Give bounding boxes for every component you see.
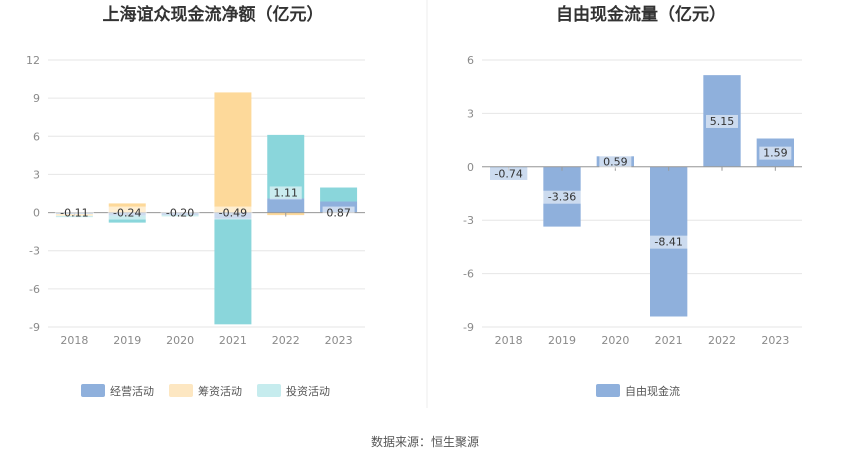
source-note: 数据来源：恒生聚源 bbox=[371, 434, 479, 449]
legend-label[interactable]: 自由现金流 bbox=[625, 384, 680, 398]
data-label-bg bbox=[54, 206, 94, 220]
x-tick-label: 2020 bbox=[601, 334, 629, 347]
data-label-bg bbox=[759, 146, 792, 160]
x-tick-label: 2018 bbox=[495, 334, 523, 347]
chart-free-cash-flow: 自由现金流量（亿元） 6 3 0 -3 -6 -9 2018 2019 2020 2021 2022 2… bbox=[463, 4, 802, 398]
data-label-bg bbox=[649, 235, 689, 249]
x-tick-label: 2020 bbox=[166, 334, 194, 347]
data-label: 0.59 bbox=[603, 156, 628, 169]
data-label: -3.36 bbox=[548, 191, 576, 204]
y-tick-label: 9 bbox=[33, 92, 40, 105]
data-label: 0.87 bbox=[326, 207, 351, 220]
chart-title: 上海谊众现金流净额（亿元） bbox=[103, 4, 324, 25]
y-tick-label: 6 bbox=[33, 130, 40, 143]
data-label-bg bbox=[107, 206, 147, 220]
x-tick-label: 2023 bbox=[761, 334, 789, 347]
data-label-bg bbox=[542, 190, 582, 204]
chart-title: 自由现金流量（亿元） bbox=[556, 4, 726, 25]
legend-label[interactable]: 经营活动 bbox=[110, 384, 154, 398]
bar-投资活动 bbox=[214, 218, 252, 325]
bar-筹资活动 bbox=[214, 92, 252, 213]
y-tick-label: -9 bbox=[29, 321, 40, 334]
y-tick-label: 0 bbox=[33, 207, 40, 220]
y-tick-label: -3 bbox=[463, 214, 474, 227]
y-tick-label: -6 bbox=[463, 268, 474, 281]
legend-label[interactable]: 筹资活动 bbox=[198, 384, 242, 398]
x-tick-label: 2022 bbox=[272, 334, 300, 347]
data-label: -0.24 bbox=[113, 207, 141, 220]
x-tick-label: 2021 bbox=[219, 334, 247, 347]
data-label: 1.11 bbox=[274, 186, 299, 199]
data-label: 1.59 bbox=[763, 147, 788, 160]
bar-投资活动 bbox=[320, 187, 358, 202]
data-label: -0.20 bbox=[166, 207, 194, 220]
legend-swatch[interactable] bbox=[596, 384, 620, 397]
legend-swatch[interactable] bbox=[257, 384, 281, 397]
y-tick-label: -3 bbox=[29, 245, 40, 258]
y-tick-label: -9 bbox=[463, 321, 474, 334]
y-tick-label: -6 bbox=[29, 283, 40, 296]
data-label-bg bbox=[160, 206, 200, 220]
chart-cash-flow-net: 上海谊众现金流净额（亿元） 12 9 6 3 0 -3 -6 -9 2018 2019 2020 202… bbox=[26, 4, 365, 398]
x-tick-label: 2023 bbox=[325, 334, 353, 347]
x-tick-label: 2019 bbox=[548, 334, 576, 347]
x-tick-label: 2022 bbox=[708, 334, 736, 347]
data-label-bg bbox=[599, 155, 632, 169]
x-tick-label: 2018 bbox=[60, 334, 88, 347]
data-label: 5.15 bbox=[710, 115, 735, 128]
legend-swatch[interactable] bbox=[169, 384, 193, 397]
x-tick-label: 2021 bbox=[655, 334, 683, 347]
x-tick-label: 2019 bbox=[113, 334, 141, 347]
data-label: -0.11 bbox=[60, 207, 88, 220]
y-tick-label: 0 bbox=[467, 161, 474, 174]
y-tick-label: 3 bbox=[467, 107, 474, 120]
y-tick-label: 6 bbox=[467, 54, 474, 67]
data-label-bg bbox=[213, 206, 253, 220]
legend-label[interactable]: 投资活动 bbox=[286, 384, 330, 398]
data-label: -8.41 bbox=[654, 236, 682, 249]
data-label: -0.74 bbox=[494, 167, 522, 180]
data-label: -0.49 bbox=[219, 207, 247, 220]
data-label-bg bbox=[322, 206, 355, 220]
data-label-bg bbox=[489, 167, 529, 181]
data-label-bg bbox=[269, 186, 302, 200]
data-label-bg bbox=[706, 114, 738, 128]
y-tick-label: 12 bbox=[26, 54, 40, 67]
bar-经营活动 bbox=[267, 198, 305, 213]
legend-swatch[interactable] bbox=[81, 384, 105, 397]
y-tick-label: 3 bbox=[33, 168, 40, 181]
